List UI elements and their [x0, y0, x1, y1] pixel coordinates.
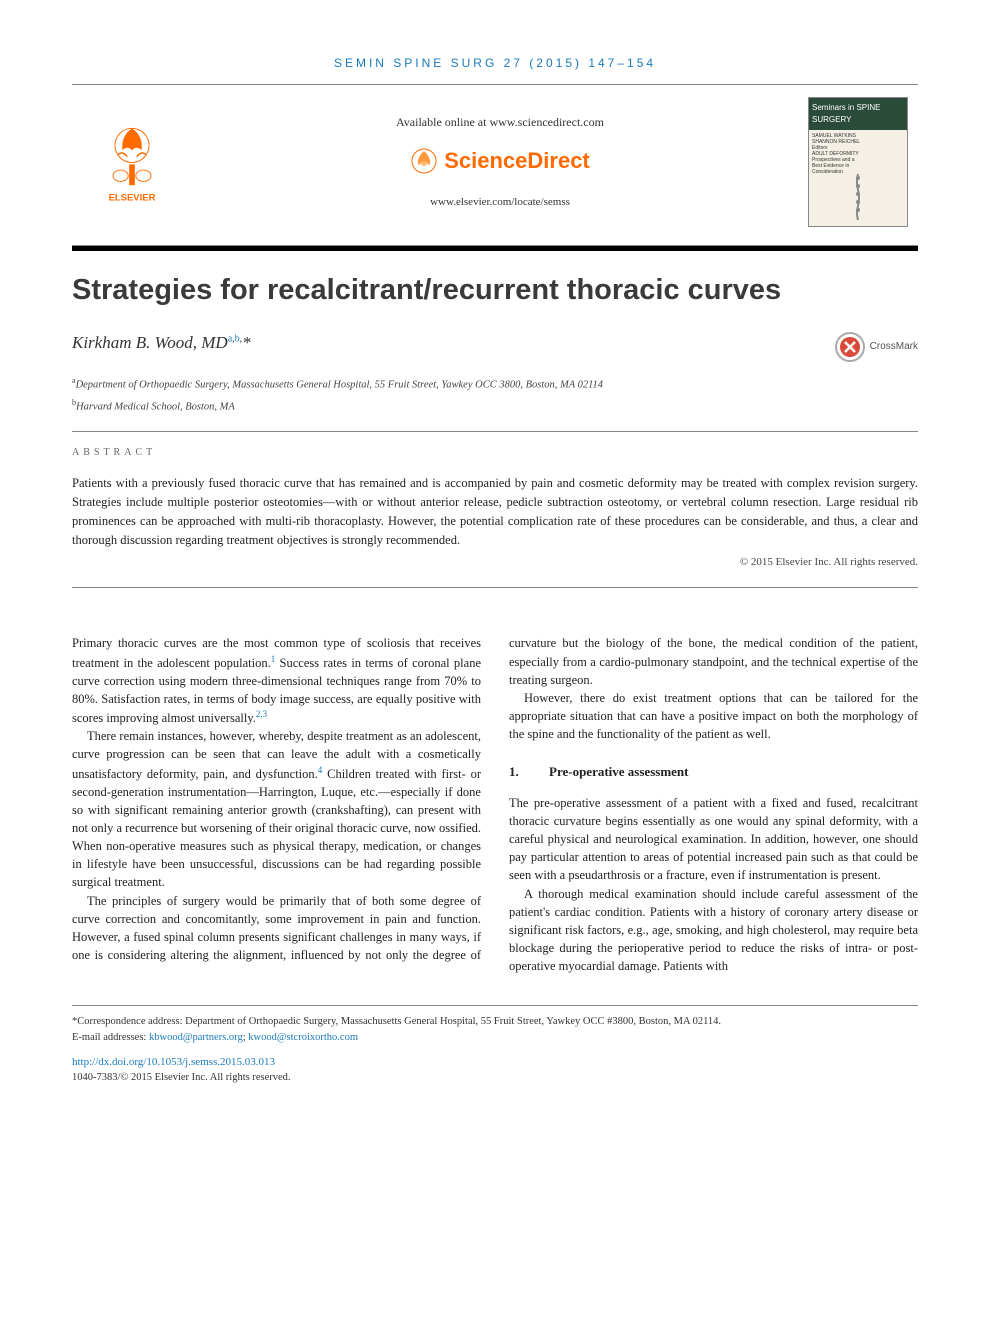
author-row: Kirkham B. Wood, MDa,b,* CrossMark	[72, 331, 918, 363]
article-title: Strategies for recalcitrant/recurrent th…	[72, 269, 918, 311]
abstract-text: Patients with a previously fused thoraci…	[72, 474, 918, 549]
body-paragraph: There remain instances, however, whereby…	[72, 727, 481, 891]
cover-journal-title: Seminars in SPINE SURGERY	[809, 98, 907, 129]
affiliation-b: bHarvard Medical School, Boston, MA	[72, 397, 918, 415]
body-paragraph: A thorough medical examination should in…	[509, 885, 918, 976]
rule	[72, 431, 918, 432]
svg-text:ELSEVIER: ELSEVIER	[109, 193, 156, 204]
author-name-text: Kirkham B. Wood, MD	[72, 333, 228, 352]
body-paragraph: Primary thoracic curves are the most com…	[72, 634, 481, 727]
masthead: ELSEVIER Available online at www.science…	[72, 84, 918, 246]
masthead-center: Available online at www.sciencedirect.co…	[192, 114, 808, 211]
crossmark-badge[interactable]: CrossMark	[834, 331, 918, 363]
crossmark-label: CrossMark	[870, 340, 918, 355]
section-heading: 1.Pre-operative assessment	[509, 763, 918, 782]
crossmark-icon	[834, 331, 866, 363]
affil-link-b[interactable]: b	[235, 334, 240, 345]
sciencedirect-icon	[410, 147, 438, 175]
available-online-text: Available online at www.sciencedirect.co…	[192, 114, 808, 131]
rule	[72, 587, 918, 588]
issn-copyright: 1040-7383/© 2015 Elsevier Inc. All right…	[72, 1070, 918, 1086]
journal-reference: SEMIN SPINE SURG 27 (2015) 147–154	[72, 55, 918, 72]
sciencedirect-logo[interactable]: ScienceDirect	[410, 145, 590, 177]
footnotes: *Correspondence address: Department of O…	[72, 1014, 918, 1086]
corresponding-marker: *	[242, 333, 251, 352]
affiliation-a: aDepartment of Orthopaedic Surgery, Mass…	[72, 375, 918, 393]
body-paragraph: However, there do exist treatment option…	[509, 689, 918, 743]
journal-url[interactable]: www.elsevier.com/locate/semss	[192, 195, 808, 211]
author-name: Kirkham B. Wood, MDa,b,*	[72, 331, 251, 356]
body-paragraph: The pre-operative assessment of a patien…	[509, 794, 918, 885]
journal-cover-thumbnail: Seminars in SPINE SURGERY SAMUEL WATKINS…	[808, 97, 908, 227]
footnote-rule	[72, 1005, 918, 1006]
cover-spine-icon	[848, 172, 868, 222]
abstract-copyright: © 2015 Elsevier Inc. All rights reserved…	[72, 555, 918, 571]
abstract-heading: ABSTRACT	[72, 446, 918, 461]
body-columns: Primary thoracic curves are the most com…	[72, 634, 918, 975]
email-link[interactable]: kwood@stcroixortho.com	[248, 1032, 358, 1043]
thick-rule	[72, 246, 918, 251]
publisher-logo-block: ELSEVIER	[72, 117, 192, 207]
email-link[interactable]: kbwood@partners.org	[149, 1032, 243, 1043]
doi-link[interactable]: http://dx.doi.org/10.1053/j.semss.2015.0…	[72, 1054, 918, 1071]
email-footnote: E-mail addresses: kbwood@partners.org; k…	[72, 1030, 918, 1046]
affil-link-a[interactable]: a	[228, 334, 232, 345]
elsevier-tree-icon: ELSEVIER	[92, 117, 172, 207]
journal-cover-block: Seminars in SPINE SURGERY SAMUEL WATKINS…	[808, 97, 918, 227]
cover-body-text: SAMUEL WATKINS SHANNON REICHEL Editors A…	[809, 130, 907, 178]
correspondence-footnote: *Correspondence address: Department of O…	[72, 1014, 918, 1030]
sciencedirect-wordmark: ScienceDirect	[444, 145, 590, 177]
citation-ref[interactable]: 2,3	[256, 709, 267, 719]
